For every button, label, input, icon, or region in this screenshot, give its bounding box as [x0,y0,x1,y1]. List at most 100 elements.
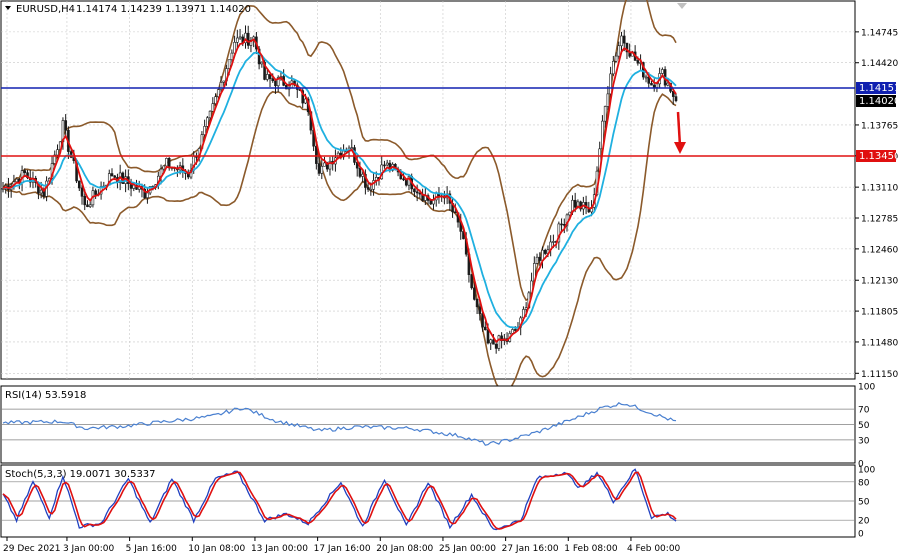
time-tick-label: 25 Jan 00:00 [439,544,496,554]
candle-body [69,151,73,158]
candle-body [453,211,457,214]
header-label: EURUSD,H4 1.14174 1.14239 1.13971 1.1402… [5,4,251,15]
candle-body [478,306,482,314]
candle-body [350,147,354,149]
candle-body [511,329,514,334]
candle-body [372,180,375,190]
candle-body [644,76,648,79]
candle-body [609,73,612,95]
time-tick-label: 20 Jan 08:00 [376,544,433,554]
candle-body [64,120,67,131]
candle-body [614,55,618,62]
time-tick-label: 17 Jan 16:00 [314,544,371,554]
time-tick-label: 1 Feb 08:00 [564,544,618,554]
candle-body [560,223,563,226]
scroll-marker-icon[interactable] [677,3,687,9]
price-tick-label: 1.11150 [861,370,898,380]
price-tick-label: 1.12130 [861,277,898,287]
candle-body [216,89,220,97]
candle-body [562,224,566,226]
candle-body [265,74,269,80]
candle-body [429,200,433,205]
candle-body [652,84,656,88]
candle-body [385,162,389,166]
slow-moving-average [2,51,677,329]
candle-body [612,60,615,75]
rsi-tick-label: 100 [858,383,875,393]
candle-body [77,180,81,189]
stochastic-level-lines [1,481,855,521]
candle-body [206,117,209,127]
stochastic-axis: 100 80 50 20 0 [858,466,875,540]
main-price-panel[interactable]: EURUSD,H4 1.14174 1.14239 1.13971 1.1402… [0,0,856,393]
candle-body [260,61,264,65]
price-tick-label: 1.14745 [861,28,898,38]
candle-body [86,204,89,207]
candle-body [617,45,621,57]
candle-body [415,191,419,194]
candle-body [227,59,231,69]
candle-body [246,32,250,46]
candle-body [315,145,318,164]
candle-body [211,103,215,112]
time-tick-label: 4 Feb 00:00 [627,544,681,554]
candle-body [636,60,640,64]
stochastic-panel[interactable]: Stoch(5,3,3) 19.0071 30.5337 [0,464,856,538]
moving-averages [2,38,677,344]
candle-body [486,329,490,344]
candle-body [413,188,416,193]
candle-body [497,335,501,349]
candle-body [271,78,275,82]
stochastic-title: Stoch(5,3,3) 19.0071 30.5337 [5,469,156,480]
stochastic-tick-label: 50 [858,498,870,508]
rsi-level-lines [1,408,855,441]
candle-body [369,189,373,191]
candle-body [543,249,547,254]
candle-body [606,93,610,107]
support-price-tag: 1.13450 [859,151,900,162]
candle-body [489,339,493,344]
lower-band [2,90,677,393]
candle-body [230,52,234,60]
candle-body [358,167,362,177]
candle-body [214,96,217,104]
candle-body [268,74,272,79]
candle-body [143,188,146,198]
rsi-tick-label: 50 [858,421,870,431]
price-tick-label: 1.13110 [861,184,898,194]
candle-body [366,187,370,190]
price-tick-label: 1.12785 [861,215,898,225]
candle-body [535,256,539,264]
fast-moving-average [2,38,677,344]
rsi-tick-label: 0 [858,460,864,470]
resistance-price-tag: 1.14151 [859,83,900,94]
candle-body [165,158,168,167]
candle-body [481,313,484,328]
candle-body [276,77,280,87]
candle-body [494,343,498,349]
candle-body [524,307,528,310]
candle-body [552,241,555,243]
stochastic-main-line [2,468,677,531]
time-tick-label: 10 Jan 08:00 [188,544,245,554]
candle-body [650,83,653,86]
candle-body [470,274,473,289]
candle-body [323,162,326,167]
price-tick-label: 1.12460 [861,245,898,255]
time-tick-label: 27 Jan 16:00 [502,544,559,554]
candle-body [222,80,226,83]
candle-body [361,173,364,177]
symbol-menu-icon[interactable] [5,6,11,10]
candle-body [492,339,495,345]
rsi-panel[interactable]: RSI(14) 53.5918 [0,385,856,464]
candle-body [83,196,87,206]
candle-body [304,98,307,104]
rsi-tick-label: 70 [858,406,870,416]
candle-body [584,202,588,209]
candle-body [110,173,114,177]
price-tick-label: 1.14420 [861,59,898,69]
stochastic-tick-label: 20 [858,517,870,527]
candle-body [88,204,92,207]
stochastic-signal-line [2,471,677,530]
